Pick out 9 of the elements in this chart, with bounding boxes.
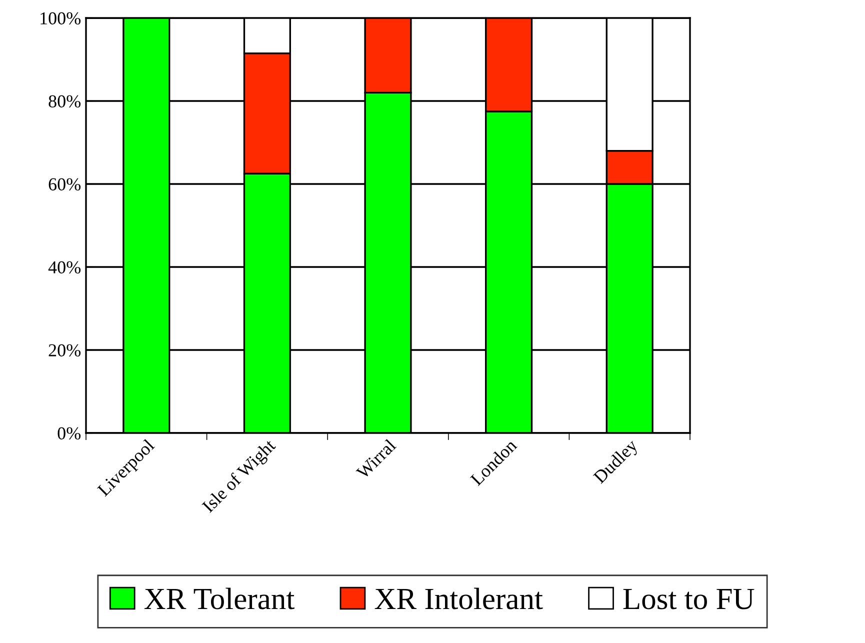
y-tick-label: 20% [48,344,81,356]
y-tick-label: 0% [58,427,81,440]
y-tick-label: 60% [48,178,81,190]
legend-label: XR Intolerant [374,588,543,610]
legend-label: XR Tolerant [144,588,294,610]
y-tick-label: 40% [48,261,81,274]
y-tick-label: 80% [48,95,81,108]
legend-label: Lost to FU [623,588,754,610]
y-tick-label: 100% [40,12,81,24]
